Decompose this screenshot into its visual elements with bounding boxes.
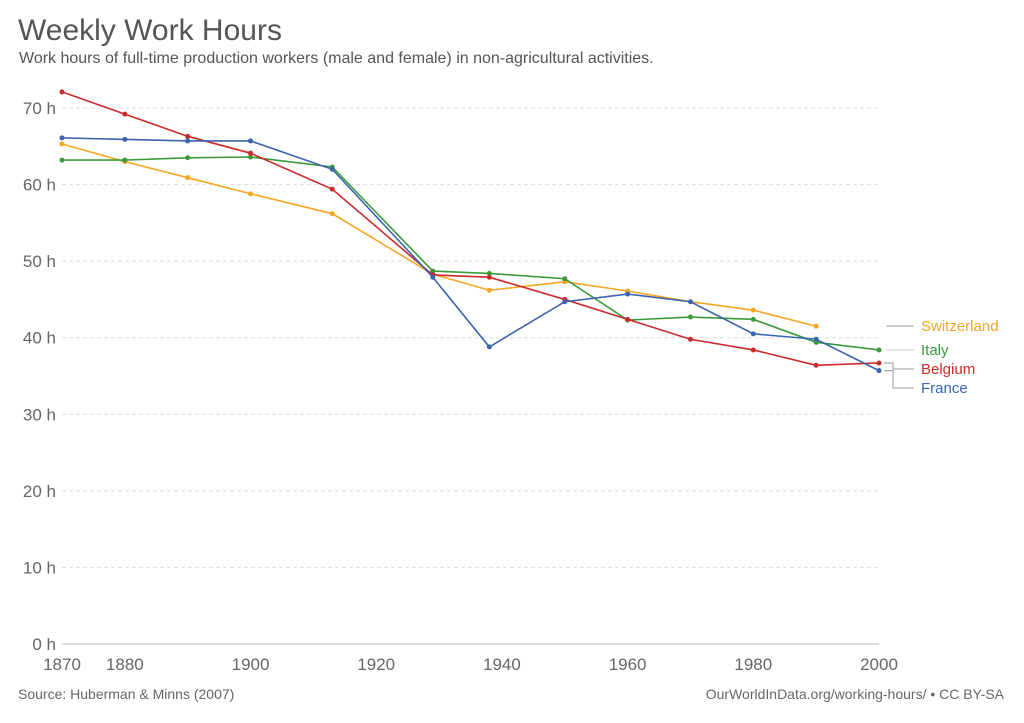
data-point: [876, 347, 882, 353]
label-leader-line: [884, 370, 914, 389]
y-tick-label: 50 h: [23, 252, 56, 271]
data-point: [185, 133, 191, 139]
series-label-belgium: Belgium: [921, 361, 975, 378]
data-point: [185, 155, 191, 161]
data-point: [876, 368, 882, 374]
y-tick-label: 0 h: [32, 635, 56, 654]
data-point: [248, 191, 254, 197]
data-point: [562, 299, 568, 305]
label-leader-line: [884, 362, 914, 370]
y-tick-label: 30 h: [23, 405, 56, 424]
data-point: [329, 166, 335, 172]
data-point: [430, 268, 436, 274]
data-point: [59, 141, 65, 147]
data-point: [248, 150, 254, 156]
data-point: [486, 274, 492, 280]
data-point: [185, 175, 191, 181]
x-tick-label: 1920: [357, 655, 395, 674]
y-tick-label: 40 h: [23, 329, 56, 348]
series-label-italy: Italy: [921, 342, 949, 359]
data-point: [625, 316, 631, 322]
y-tick-label: 20 h: [23, 482, 56, 501]
y-tick-label: 10 h: [23, 558, 56, 577]
y-tick-label: 70 h: [23, 99, 56, 118]
data-point: [329, 186, 335, 192]
data-point: [486, 344, 492, 350]
x-tick-label: 2000: [860, 655, 898, 674]
data-point: [750, 331, 756, 337]
data-point: [813, 323, 819, 329]
series-line-italy: [62, 156, 880, 351]
data-point: [248, 138, 254, 144]
data-point: [750, 316, 756, 322]
data-point: [687, 299, 693, 305]
series-line-switzerland: [61, 143, 817, 328]
data-point: [687, 336, 693, 342]
x-tick-label: 1900: [232, 655, 270, 674]
data-point: [813, 336, 819, 342]
data-point: [329, 211, 335, 217]
x-tick-label: 1880: [106, 655, 144, 674]
chart-subtitle: Work hours of full-time production worke…: [19, 50, 654, 67]
data-point: [59, 157, 65, 163]
y-tick-label: 60 h: [23, 176, 56, 195]
data-point: [122, 111, 128, 117]
data-point: [562, 276, 568, 282]
data-point: [122, 136, 128, 142]
series-label-switzerland: Switzerland: [921, 318, 999, 335]
data-point: [59, 135, 65, 141]
data-point: [813, 362, 819, 368]
data-point: [687, 314, 693, 320]
data-point: [486, 270, 492, 276]
data-point: [430, 274, 436, 280]
data-point: [248, 154, 254, 160]
x-tick-label: 1960: [609, 655, 647, 674]
data-point: [625, 291, 631, 297]
data-point: [59, 89, 65, 95]
chart-title: Weekly Work Hours: [18, 14, 282, 47]
data-point: [876, 360, 882, 366]
x-tick-label: 1980: [734, 655, 772, 674]
series-label-france: France: [921, 380, 968, 397]
series-line-france: [61, 137, 880, 372]
x-tick-label: 1870: [43, 655, 81, 674]
data-point: [750, 347, 756, 353]
data-point: [486, 287, 492, 293]
data-point: [750, 307, 756, 313]
source-note: Source: Huberman & Minns (2007): [18, 686, 235, 702]
data-point: [185, 138, 191, 144]
data-point: [122, 157, 128, 163]
x-tick-label: 1940: [483, 655, 521, 674]
license-link[interactable]: OurWorldInData.org/working-hours/ • CC B…: [705, 686, 1004, 702]
